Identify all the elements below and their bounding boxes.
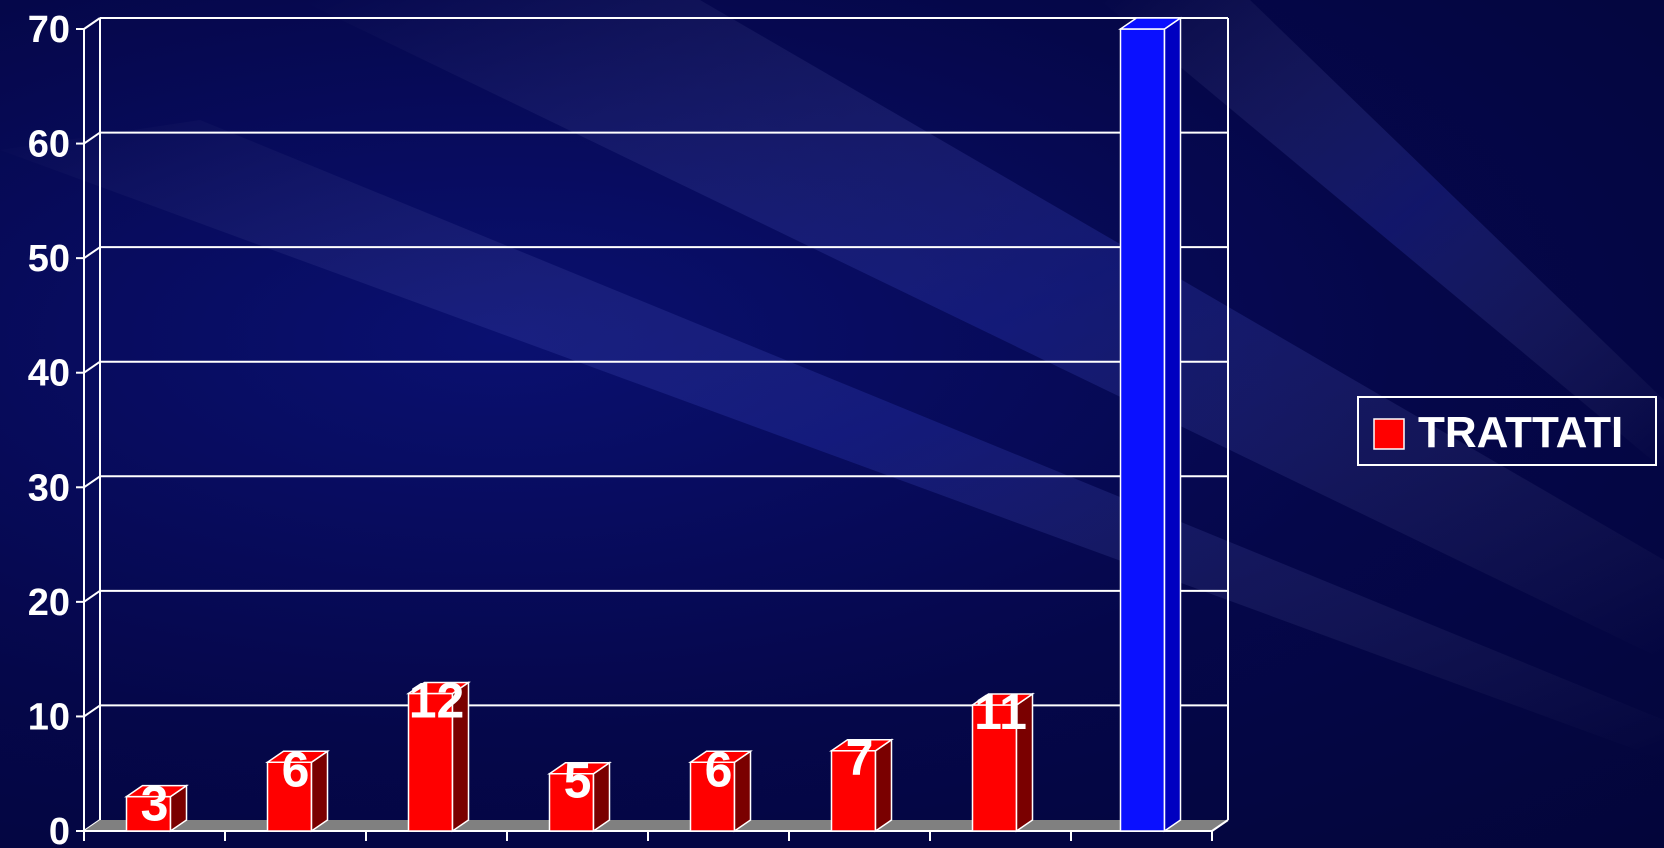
bar-top — [970, 693, 1035, 706]
bar-side — [310, 749, 329, 833]
data-label: 11 — [974, 684, 1027, 740]
bar — [548, 772, 595, 832]
bar — [407, 692, 454, 832]
data-label: 5 — [564, 753, 592, 809]
bar-side — [1163, 16, 1182, 833]
gridline-depth — [83, 17, 101, 30]
bar-side — [733, 749, 752, 833]
y-tick-label: 70 — [28, 9, 70, 51]
background-streaks — [0, 0, 1664, 760]
data-label: 6 — [282, 741, 310, 797]
data-label: 12 — [409, 673, 465, 729]
gridline-depth — [83, 360, 101, 374]
gridline-depth — [83, 131, 101, 145]
gridline-depth — [83, 704, 101, 718]
y-tick-label: 0 — [49, 811, 70, 848]
data-label: 3 — [141, 776, 169, 832]
legend-box — [1357, 396, 1657, 466]
bar — [266, 761, 313, 832]
legend-label: TRATTATI — [1418, 408, 1623, 457]
bar-top — [688, 750, 753, 764]
bar-top — [829, 739, 894, 752]
y-tick-label: 30 — [28, 467, 70, 509]
gridline-depth — [83, 246, 101, 259]
data-label: 7 — [846, 730, 874, 786]
plot-area: 0 10 20 30 40 50 60 70 3 6 12 5 6 7 11 TRATTATI — [28, 9, 1657, 848]
floor — [84, 820, 1228, 831]
gridline-depth — [83, 590, 101, 603]
y-tick-label: 50 — [28, 238, 70, 280]
legend-swatch — [1373, 418, 1405, 450]
gridline-depth — [83, 475, 101, 489]
y-tick-label: 20 — [28, 582, 70, 624]
bar-top — [1118, 17, 1183, 30]
y-tick-label: 40 — [28, 353, 70, 395]
x-axis-depth — [1211, 819, 1229, 832]
y-tick-label: 60 — [28, 124, 70, 166]
bar — [1119, 28, 1166, 832]
data-label: 6 — [705, 741, 733, 797]
bar-top — [406, 681, 471, 695]
y-tick-label: 10 — [28, 696, 70, 738]
bar-top — [124, 784, 189, 798]
bar-top — [547, 761, 612, 775]
bar-top — [265, 750, 330, 764]
bar-side — [874, 738, 893, 833]
